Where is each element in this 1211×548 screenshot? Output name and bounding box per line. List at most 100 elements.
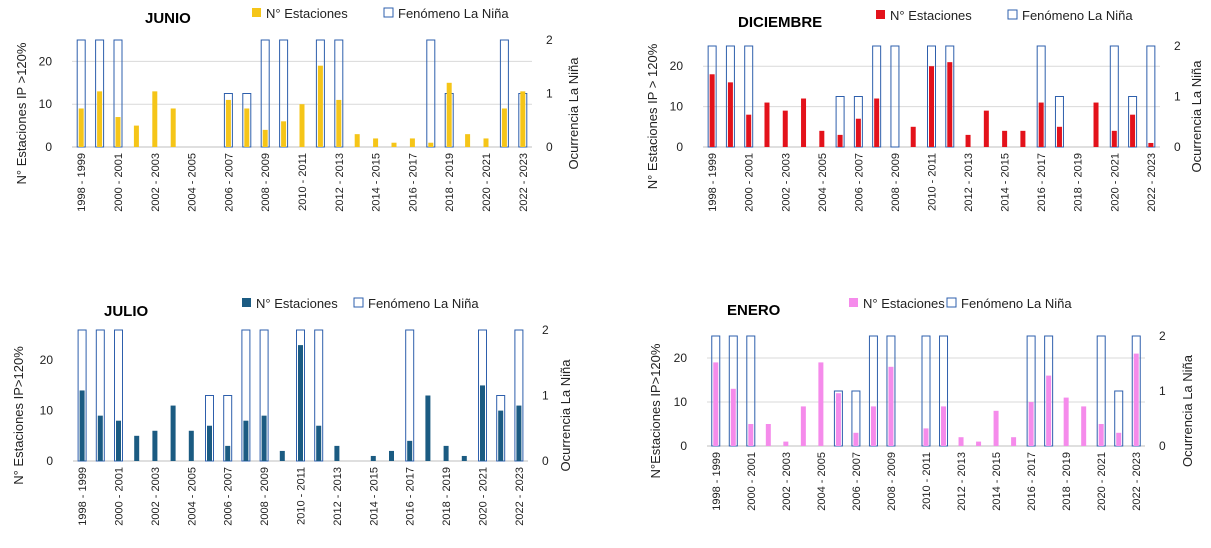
estaciones-bar bbox=[1081, 406, 1087, 446]
y-axis-title: N°Estaciones IP>120% bbox=[648, 343, 663, 478]
x-tick-label: 2016 - 2017 bbox=[1026, 452, 1038, 511]
estaciones-bar bbox=[316, 425, 322, 461]
estaciones-bar bbox=[923, 428, 929, 446]
estaciones-bar bbox=[389, 450, 394, 461]
y-axis-title: N° Estaciones IP >120% bbox=[14, 42, 29, 184]
chart-julio: JULIO N° Estaciones Fenómeno La Niña010200… bbox=[11, 296, 573, 526]
x-tick-label: 2018 - 2019 bbox=[1073, 153, 1085, 212]
x-tick-label: 2008 - 2009 bbox=[886, 452, 898, 511]
estaciones-bar bbox=[1093, 102, 1099, 147]
x-tick-label: 2010 - 2011 bbox=[921, 452, 933, 510]
x-tick-label: 2020 - 2021 bbox=[481, 153, 493, 212]
y-axis-title: N° Estaciones IP > 120% bbox=[645, 43, 660, 189]
legend-label-estaciones: N° Estaciones bbox=[266, 6, 348, 21]
y-tick-label: 0 bbox=[680, 439, 687, 453]
y-tick-label: 10 bbox=[39, 97, 53, 111]
legend-swatch-estaciones bbox=[242, 298, 251, 307]
chart-title: JUNIO bbox=[145, 10, 191, 27]
x-tick-label: 2020 - 2021 bbox=[1109, 153, 1121, 212]
estaciones-bar bbox=[765, 424, 771, 446]
chart-title: ENERO bbox=[727, 302, 781, 319]
estaciones-bar bbox=[929, 66, 934, 147]
x-tick-label: 2022 - 2023 bbox=[1131, 452, 1143, 511]
estaciones-bar bbox=[334, 445, 340, 461]
x-tick-label: 2002 - 2003 bbox=[780, 153, 792, 212]
estaciones-bar bbox=[116, 420, 121, 461]
x-tick-label: 2010 - 2011 bbox=[296, 467, 308, 525]
estaciones-bar bbox=[407, 440, 413, 461]
estaciones-bar bbox=[713, 362, 719, 446]
estaciones-bar bbox=[958, 437, 964, 446]
estaciones-bar bbox=[993, 410, 999, 446]
x-tick-label: 2018 - 2019 bbox=[441, 467, 453, 526]
estaciones-bar bbox=[520, 91, 526, 147]
estaciones-bar bbox=[97, 91, 103, 147]
y2-tick-label: 1 bbox=[1174, 90, 1181, 104]
estaciones-bar bbox=[983, 110, 989, 147]
y2-tick-label: 1 bbox=[542, 389, 549, 403]
y2-tick-label: 0 bbox=[542, 454, 549, 468]
estaciones-bar bbox=[516, 405, 522, 461]
x-tick-label: 2020 - 2021 bbox=[478, 467, 490, 526]
y2-tick-label: 0 bbox=[546, 140, 553, 154]
estaciones-bar bbox=[730, 388, 736, 446]
estaciones-bar bbox=[501, 108, 507, 147]
estaciones-bar bbox=[261, 415, 267, 461]
x-tick-label: 2020 - 2021 bbox=[1096, 452, 1108, 511]
estaciones-bar bbox=[134, 435, 140, 461]
y2-axis-title: Ocurrencia La Niña bbox=[566, 57, 581, 170]
x-tick-label: 2022 - 2023 bbox=[518, 153, 530, 212]
x-tick-label: 2006 - 2007 bbox=[223, 153, 235, 212]
estaciones-bar bbox=[483, 138, 489, 147]
x-tick-label: 2014 - 2015 bbox=[368, 467, 380, 526]
estaciones-bar bbox=[1130, 114, 1136, 147]
x-tick-label: 2002 - 2003 bbox=[781, 452, 793, 511]
estaciones-bar bbox=[262, 129, 268, 147]
x-tick-label: 2016 - 2017 bbox=[407, 153, 419, 212]
y2-tick-label: 0 bbox=[1174, 140, 1181, 154]
x-tick-label: 2016 - 2017 bbox=[1036, 153, 1048, 212]
x-tick-label: 2004 - 2005 bbox=[816, 452, 828, 511]
estaciones-bar bbox=[370, 455, 376, 461]
x-tick-label: 2000 - 2001 bbox=[746, 452, 758, 511]
y-tick-label: 0 bbox=[676, 140, 683, 154]
estaciones-bar bbox=[1148, 142, 1154, 147]
estaciones-bar bbox=[336, 99, 342, 147]
estaciones-bar bbox=[910, 126, 916, 147]
x-tick-label: 2014 - 2015 bbox=[991, 452, 1003, 511]
estaciones-bar bbox=[443, 445, 449, 461]
estaciones-bar bbox=[299, 104, 305, 147]
chart-junio: JUNIO N° Estaciones Fenómeno La Niña010200… bbox=[14, 6, 581, 212]
estaciones-bar bbox=[152, 430, 158, 461]
estaciones-bar bbox=[853, 432, 859, 446]
estaciones-bar bbox=[1038, 102, 1044, 147]
x-tick-label: 2014 - 2015 bbox=[1000, 153, 1012, 212]
estaciones-bar bbox=[1046, 375, 1052, 446]
estaciones-bar bbox=[425, 395, 431, 461]
x-tick-label: 2012 - 2013 bbox=[332, 467, 344, 526]
legend-swatch-nina bbox=[946, 297, 957, 308]
x-tick-label: 2012 - 2013 bbox=[956, 452, 968, 511]
estaciones-bar bbox=[97, 415, 103, 461]
estaciones-bar bbox=[391, 142, 397, 147]
estaciones-bar bbox=[941, 406, 947, 446]
x-tick-label: 2010 - 2011 bbox=[927, 153, 939, 211]
x-tick-label: 2018 - 2019 bbox=[1061, 452, 1073, 511]
estaciones-bar bbox=[748, 424, 754, 446]
legend-label-estaciones: N° Estaciones bbox=[863, 296, 945, 311]
legend-label-nina: Fenómeno La Niña bbox=[961, 296, 1072, 311]
estaciones-bar bbox=[298, 345, 303, 461]
y2-tick-label: 2 bbox=[542, 323, 549, 337]
y-tick-label: 20 bbox=[40, 353, 54, 367]
chart-title: JULIO bbox=[104, 303, 149, 320]
x-tick-label: 1998 - 1999 bbox=[711, 452, 723, 511]
estaciones-bar bbox=[764, 102, 770, 147]
y-tick-label: 0 bbox=[46, 454, 53, 468]
legend-swatch-nina bbox=[353, 297, 364, 308]
x-tick-label: 2016 - 2017 bbox=[405, 467, 417, 526]
estaciones-bar bbox=[281, 121, 287, 147]
chart-enero: ENERO N° Estaciones Fenómeno La Niña010200… bbox=[648, 296, 1195, 511]
x-tick-label: 1998 - 1999 bbox=[76, 153, 88, 212]
estaciones-bar bbox=[746, 114, 752, 147]
y2-tick-label: 1 bbox=[1159, 384, 1166, 398]
